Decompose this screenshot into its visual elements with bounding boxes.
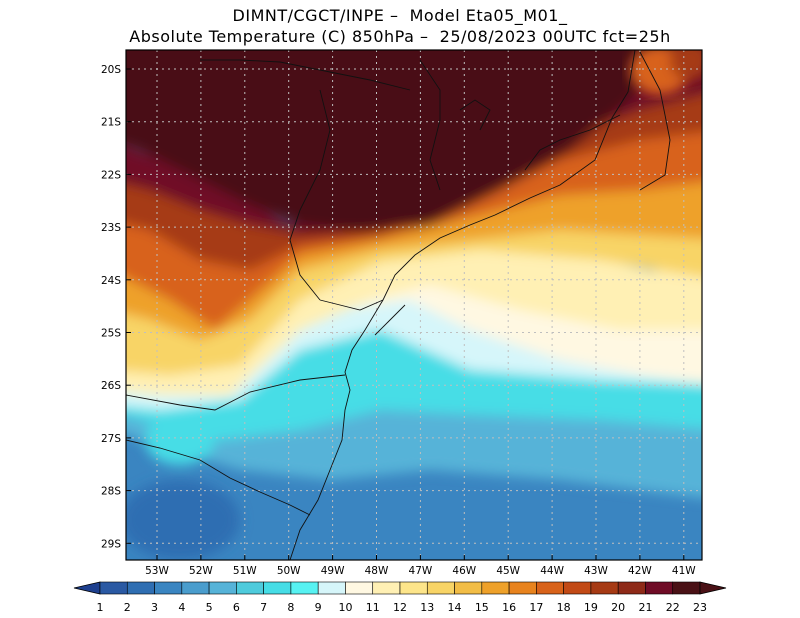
colorbar-segment	[181, 581, 210, 595]
colorbar-min-arrow	[73, 581, 101, 595]
colorbar-max-arrow	[699, 581, 727, 595]
lat-tick-label: 26S	[101, 380, 121, 392]
chart-title: DIMNT/CGCT/INPE – Model Eta05_M01_	[232, 6, 568, 25]
colorbar-segment	[317, 581, 346, 595]
lon-tick-label: 48W	[365, 565, 389, 577]
colorbar-segment	[99, 581, 128, 595]
lon-tick-label: 44W	[540, 565, 564, 577]
grid-lines	[126, 50, 702, 560]
lon-tick-label: 53W	[145, 565, 169, 577]
colorbar-label: 17	[529, 601, 543, 614]
colorbar-label: 5	[206, 601, 213, 614]
colorbar-label: 15	[475, 601, 489, 614]
lat-tick-label: 24S	[101, 275, 121, 287]
colorbar-label: 22	[666, 601, 680, 614]
coastline-borders	[126, 50, 671, 560]
colorbar-segment	[208, 581, 237, 595]
colorbar-segment	[672, 581, 701, 595]
colorbar-segment	[617, 581, 646, 595]
colorbar-label: 20	[611, 601, 625, 614]
colorbar-segment	[154, 581, 183, 595]
latitude-axis: 20S 21S 22S 23S 24S 25S 26S 27S 28S 29S	[101, 64, 131, 550]
colorbar-label: 19	[584, 601, 598, 614]
colorbar-segment	[126, 581, 155, 595]
colorbar-segment	[454, 581, 483, 595]
temperature-field	[126, 50, 702, 560]
colorbar-label: 7	[260, 601, 267, 614]
colorbar-label: 6	[233, 601, 240, 614]
colorbar-segment	[399, 581, 428, 595]
lat-tick-label: 21S	[101, 117, 121, 129]
colorbar-segment	[236, 581, 264, 595]
colorbar-label: 23	[693, 601, 707, 614]
lat-tick-label: 23S	[101, 222, 121, 234]
lon-tick-label: 43W	[584, 565, 608, 577]
lon-tick-label: 49W	[321, 565, 345, 577]
colorbar-label: 18	[557, 601, 571, 614]
colorbar-segment	[372, 581, 401, 595]
colorbar-label: 2	[124, 601, 131, 614]
colorbar-label: 3	[151, 601, 158, 614]
colorbar-segment	[590, 581, 619, 595]
lat-tick-label: 20S	[101, 64, 121, 76]
colorbar-label: 9	[315, 601, 322, 614]
lat-tick-label: 25S	[101, 328, 121, 340]
colorbar-segment	[426, 581, 455, 595]
colorbar-label: 21	[638, 601, 652, 614]
colorbar-segment	[563, 581, 592, 595]
colorbar-label: 14	[448, 601, 462, 614]
colorbar-label: 12	[393, 601, 407, 614]
lon-tick-label: 52W	[189, 565, 213, 577]
colorbar-segment	[290, 581, 319, 595]
colorbar-segment	[645, 581, 674, 595]
colorbar-segment	[536, 581, 564, 595]
colorbar-segment	[508, 581, 537, 595]
lon-tick-label: 51W	[233, 565, 257, 577]
lon-tick-label: 45W	[496, 565, 520, 577]
map-frame	[125, 49, 703, 561]
colorbar-label: 1	[97, 601, 104, 614]
colorbar-label: 13	[420, 601, 434, 614]
colorbar-label: 4	[178, 601, 185, 614]
longitude-axis: 53W 52W 51W 50W 49W 48W 47W 46W 45W 44W 43W 42W 41W	[145, 555, 696, 577]
lat-tick-label: 22S	[101, 169, 121, 181]
colorbar-label: 16	[502, 601, 516, 614]
lat-tick-label: 27S	[101, 433, 121, 445]
lon-tick-label: 47W	[409, 565, 433, 577]
colorbar-segment	[481, 581, 510, 595]
lon-tick-label: 42W	[628, 565, 652, 577]
colorbar: 1 2 3 4 5 6 7 8 9 10 11 12 13 14 15 16 17 18 19 20 21 22 23	[73, 581, 727, 614]
colorbar-label: 11	[366, 601, 380, 614]
lon-tick-label: 46W	[452, 565, 476, 577]
lat-tick-label: 29S	[101, 538, 121, 550]
colorbar-segment	[263, 581, 292, 595]
lon-tick-label: 50W	[277, 565, 301, 577]
lat-tick-label: 28S	[101, 486, 121, 498]
colorbar-segment	[345, 581, 374, 595]
colorbar-label: 10	[338, 601, 352, 614]
lon-tick-label: 41W	[672, 565, 696, 577]
colorbar-label: 8	[287, 601, 294, 614]
chart-subtitle: Absolute Temperature (C) 850hPa – 25/08/…	[129, 27, 671, 46]
